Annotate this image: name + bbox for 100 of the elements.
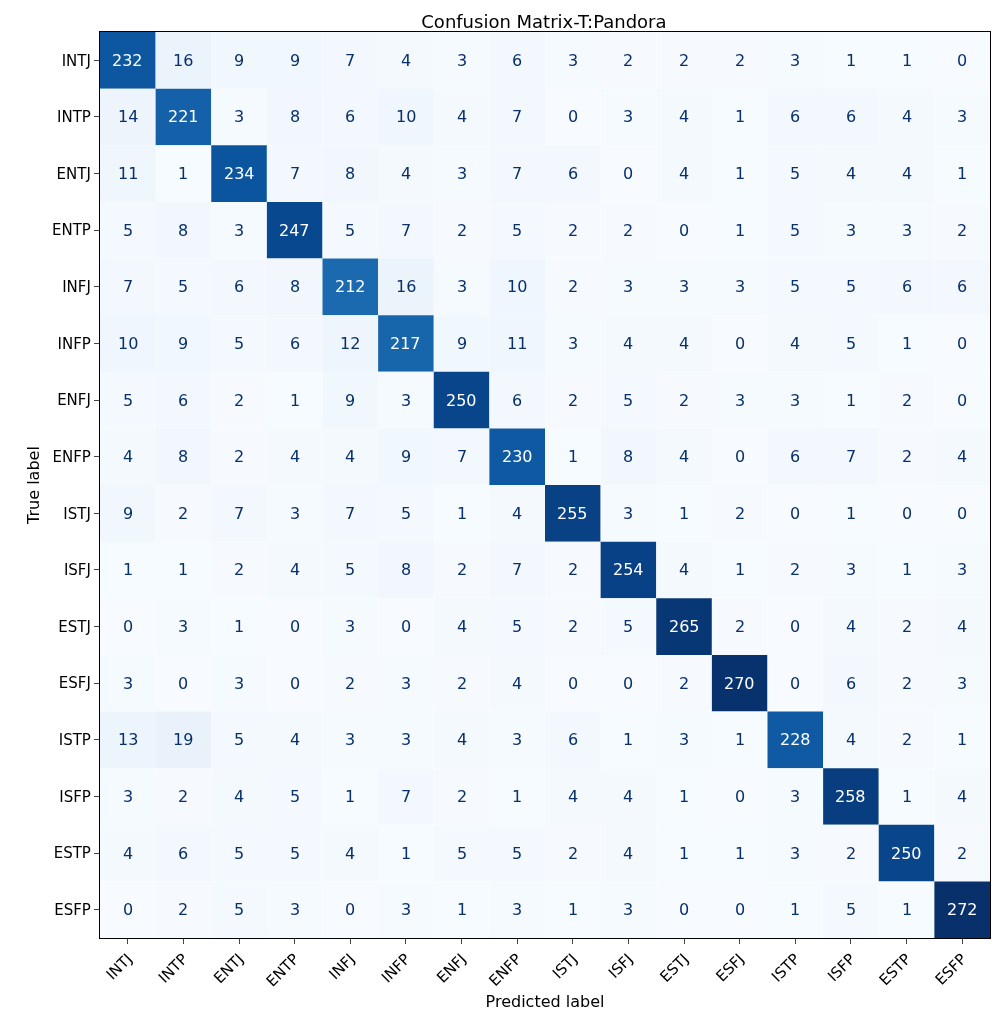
data-label: 3 (457, 164, 468, 183)
data-label: 4 (623, 787, 634, 806)
data-label: 2 (623, 221, 634, 240)
data-label: 5 (290, 787, 301, 806)
data-label: 10 (118, 334, 139, 353)
data-label: 1 (957, 730, 968, 749)
data-label: 4 (290, 730, 301, 749)
data-label: 2 (902, 391, 913, 410)
data-label: 6 (790, 447, 801, 466)
x-tick-label: ISFJ (604, 950, 637, 982)
data-label: 5 (290, 844, 301, 863)
data-label: 3 (735, 391, 746, 410)
data-label: 1 (512, 787, 523, 806)
data-label: 4 (512, 674, 523, 693)
data-label: 3 (401, 730, 412, 749)
y-tick-label: INFP (57, 334, 91, 353)
data-label: 4 (679, 334, 690, 353)
data-label: 4 (345, 447, 356, 466)
data-label: 5 (846, 277, 857, 296)
data-label: 2 (568, 560, 579, 579)
data-label: 0 (568, 107, 579, 126)
data-label: 1 (902, 51, 913, 70)
data-label: 1 (401, 844, 412, 863)
data-label: 14 (118, 107, 139, 126)
data-label: 0 (290, 674, 301, 693)
data-label: 0 (957, 391, 968, 410)
data-label: 6 (512, 391, 523, 410)
data-label: 255 (557, 504, 588, 523)
data-label: 4 (123, 447, 134, 466)
data-label: 5 (790, 277, 801, 296)
data-label: 272 (947, 900, 978, 919)
data-label: 5 (790, 164, 801, 183)
data-label: 0 (345, 900, 356, 919)
data-label: 1 (123, 560, 134, 579)
data-label: 4 (902, 107, 913, 126)
data-label: 5 (846, 900, 857, 919)
y-tick-label: ESTJ (58, 617, 91, 636)
data-label: 230 (502, 447, 533, 466)
data-label: 2 (790, 560, 801, 579)
data-label: 4 (679, 560, 690, 579)
data-label: 6 (957, 277, 968, 296)
data-label: 10 (396, 107, 417, 126)
data-label: 5 (512, 617, 523, 636)
y-tick-label: ENTJ (56, 164, 91, 183)
data-label: 10 (507, 277, 528, 296)
data-label: 2 (902, 447, 913, 466)
data-label: 3 (290, 504, 301, 523)
data-label: 6 (345, 107, 356, 126)
data-label: 4 (457, 730, 468, 749)
data-label: 234 (224, 164, 255, 183)
data-label: 3 (957, 674, 968, 693)
data-label: 2 (735, 504, 746, 523)
data-label: 0 (290, 617, 301, 636)
data-label: 4 (401, 51, 412, 70)
data-label: 9 (401, 447, 412, 466)
data-label: 0 (568, 674, 579, 693)
data-label: 250 (891, 844, 922, 863)
data-label: 7 (512, 107, 523, 126)
data-label: 2 (568, 221, 579, 240)
data-label: 3 (846, 560, 857, 579)
data-label: 212 (335, 277, 366, 296)
data-label: 13 (118, 730, 139, 749)
data-label: 5 (123, 221, 134, 240)
data-label: 254 (613, 560, 644, 579)
data-label: 4 (123, 844, 134, 863)
data-label: 4 (568, 787, 579, 806)
data-label: 4 (457, 617, 468, 636)
data-label: 7 (345, 51, 356, 70)
data-label: 3 (568, 51, 579, 70)
data-label: 1 (735, 221, 746, 240)
data-label: 0 (735, 334, 746, 353)
data-label: 8 (290, 107, 301, 126)
data-label: 2 (234, 447, 245, 466)
data-label: 247 (279, 221, 310, 240)
data-label: 1 (457, 900, 468, 919)
data-label: 0 (735, 900, 746, 919)
data-label: 7 (290, 164, 301, 183)
data-label: 8 (290, 277, 301, 296)
data-label: 3 (234, 221, 245, 240)
y-tick-label: ENFJ (57, 391, 91, 410)
y-tick-label: ENTP (51, 221, 91, 240)
data-label: 5 (401, 504, 412, 523)
data-label: 3 (512, 730, 523, 749)
data-label: 250 (446, 391, 477, 410)
y-axis-title: True label (23, 446, 43, 525)
data-label: 2 (568, 277, 579, 296)
data-label: 2 (957, 221, 968, 240)
y-tick-label: ENFP (52, 447, 91, 466)
data-label: 4 (846, 617, 857, 636)
data-label: 4 (512, 504, 523, 523)
data-label: 3 (902, 221, 913, 240)
data-label: 9 (457, 334, 468, 353)
y-tick-label: INTP (57, 108, 91, 127)
y-tick-label: ISTP (58, 731, 91, 750)
data-label: 3 (623, 107, 634, 126)
data-label: 3 (790, 51, 801, 70)
data-label: 265 (669, 617, 700, 636)
data-label: 1 (735, 560, 746, 579)
data-label: 3 (178, 617, 189, 636)
data-label: 7 (512, 164, 523, 183)
